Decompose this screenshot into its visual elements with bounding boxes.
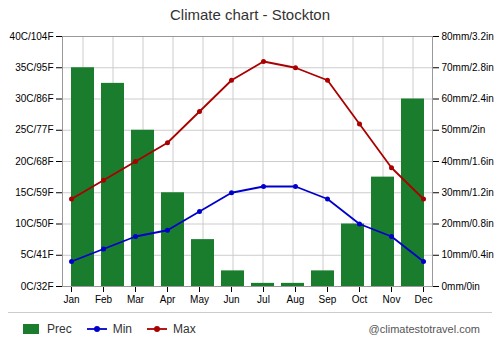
svg-text:70mm/2.8in: 70mm/2.8in: [442, 62, 494, 73]
svg-text:0C/32F: 0C/32F: [21, 281, 54, 292]
html-text:Min: Min: [112, 322, 132, 336]
html-text:Max: Max: [173, 322, 196, 336]
html-text:Climate chart - Stockton: Climate chart - Stockton: [170, 6, 330, 23]
svg-text:10mm/0.4in: 10mm/0.4in: [442, 249, 494, 260]
svg-text:25C/77F: 25C/77F: [15, 124, 53, 135]
svg-text:60mm/2.4in: 60mm/2.4in: [442, 93, 494, 104]
svg-text:Jun: Jun: [223, 294, 239, 305]
svg-text:Jan: Jan: [63, 294, 79, 305]
svg-text:50mm/2in: 50mm/2in: [442, 124, 486, 135]
svg-text:Apr: Apr: [160, 294, 176, 305]
svg-text:Oct: Oct: [352, 294, 368, 305]
svg-text:20mm/0.8in: 20mm/0.8in: [442, 218, 494, 229]
svg-text:80mm/3.2in: 80mm/3.2in: [442, 31, 494, 42]
svg-text:Feb: Feb: [95, 294, 113, 305]
svg-text:Jul: Jul: [257, 294, 270, 305]
svg-text:5C/41F: 5C/41F: [21, 249, 54, 260]
svg-text:20C/68F: 20C/68F: [15, 156, 53, 167]
svg-text:0mm/0in: 0mm/0in: [442, 281, 480, 292]
svg-text:30C/86F: 30C/86F: [15, 93, 53, 104]
svg-text:Mar: Mar: [127, 294, 145, 305]
svg-text:40mm/1.6in: 40mm/1.6in: [442, 156, 494, 167]
svg-text:35C/95F: 35C/95F: [15, 62, 53, 73]
svg-text:May: May: [190, 294, 209, 305]
html-text:Prec: Prec: [47, 322, 72, 336]
svg-text:Aug: Aug: [287, 294, 305, 305]
svg-text:30mm/1.2in: 30mm/1.2in: [442, 187, 494, 198]
svg-text:Nov: Nov: [383, 294, 401, 305]
html-text:@climatestotravel.com: @climatestotravel.com: [368, 323, 480, 335]
svg-text:15C/59F: 15C/59F: [15, 187, 53, 198]
svg-text:Sep: Sep: [319, 294, 337, 305]
svg-text:40C/104F: 40C/104F: [10, 31, 54, 42]
svg-text:10C/50F: 10C/50F: [15, 218, 53, 229]
svg-text:Dec: Dec: [415, 294, 433, 305]
